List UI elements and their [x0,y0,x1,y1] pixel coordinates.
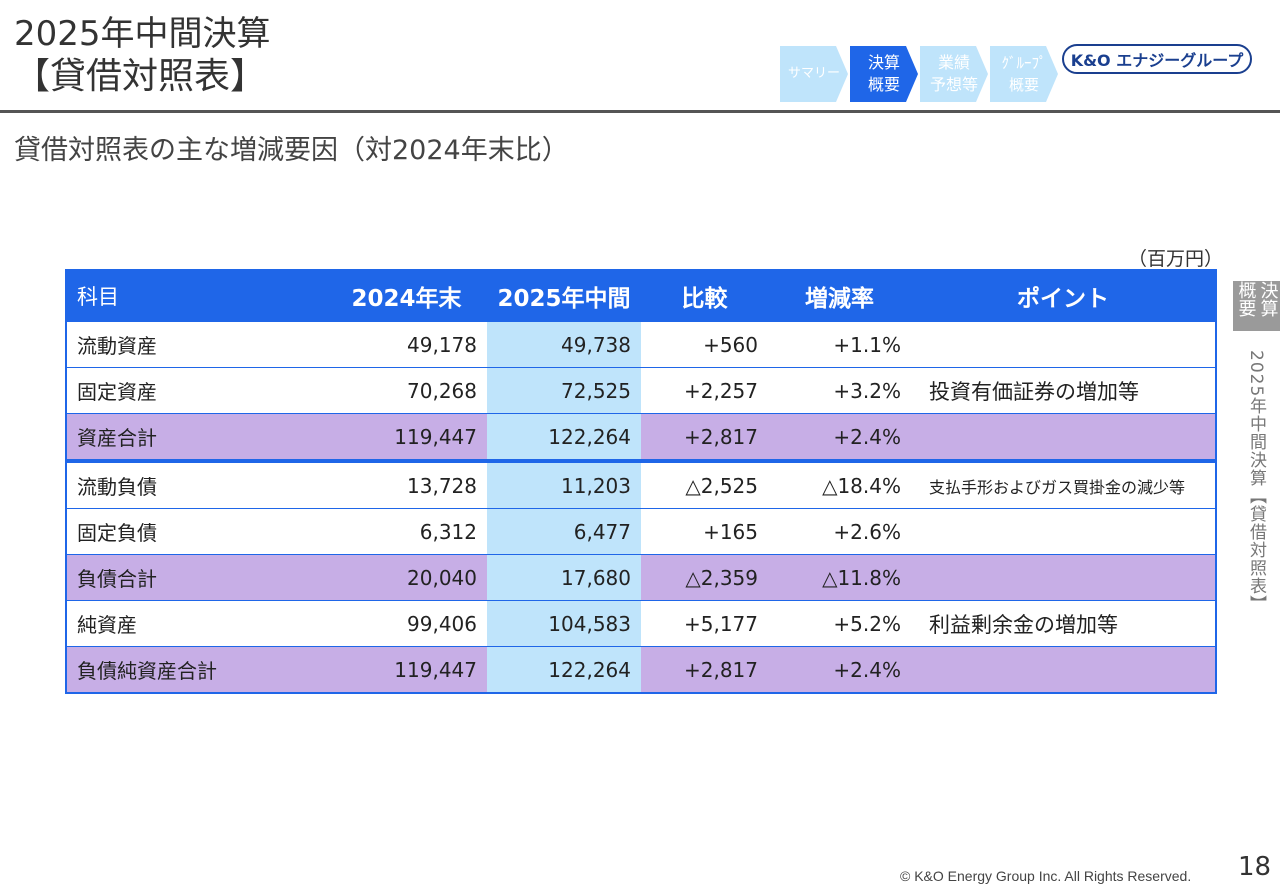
row-rate: +1.1% [768,321,911,368]
row-point [911,413,1216,463]
row-name: 資産合計 [66,413,326,463]
row-rate: +2.6% [768,508,911,555]
row-name: 流動資産 [66,321,326,368]
header-diff: 比較 [641,270,768,322]
table-row-total: 負債合計 20,040 17,680 △2,359 △11.8% [66,554,1216,601]
table-row-total: 負債純資産合計 119,447 122,264 +2,817 +2.4% [66,646,1216,694]
header-point: ポイント [911,270,1216,322]
row-2025: 17,680 [487,554,641,601]
side-section-tab-label: 決算概要 [1235,281,1279,317]
row-name: 負債合計 [66,554,326,601]
row-2024: 20,040 [326,554,487,601]
table-header-row: 科目 2024年末 2025年中間 比較 増減率 ポイント [66,270,1216,322]
row-diff: △2,525 [641,460,768,509]
row-2024: 119,447 [326,646,487,694]
row-point: 利益剰余金の増加等 [911,600,1216,647]
company-logo: K&O エナジーグループ [1062,44,1252,74]
nav-step-results-overview[interactable]: 決算 概要 [850,46,918,102]
side-section-tab[interactable]: 決算概要 [1233,281,1280,331]
row-2024: 119,447 [326,413,487,463]
table-row: 固定資産 70,268 72,525 +2,257 +3.2% 投資有価証券の増… [66,367,1216,414]
nav-step-forecast[interactable]: 業績 予想等 [920,46,988,102]
row-2025: 6,477 [487,508,641,555]
header-rate: 増減率 [768,270,911,322]
header-2024: 2024年末 [326,270,487,322]
row-diff: +2,817 [641,646,768,694]
side-section-title-text: 2025年中間決算【貸借対照表】 [1246,350,1266,614]
row-name: 固定負債 [66,508,326,555]
row-rate: △18.4% [768,460,911,509]
row-diff: +2,817 [641,413,768,463]
row-2025: 104,583 [487,600,641,647]
row-diff: +560 [641,321,768,368]
row-diff: +165 [641,508,768,555]
row-diff: +2,257 [641,367,768,414]
side-section-title: 2025年中間決算【貸借対照表】 [1233,350,1280,613]
row-2025: 11,203 [487,460,641,509]
row-rate: △11.8% [768,554,911,601]
row-point [911,321,1216,368]
row-diff: +5,177 [641,600,768,647]
row-name: 固定資産 [66,367,326,414]
row-point [911,646,1216,694]
row-2024: 70,268 [326,367,487,414]
page-number: 18 [1238,852,1272,882]
row-2025: 122,264 [487,646,641,694]
table-row-total: 資産合計 119,447 122,264 +2,817 +2.4% [66,413,1216,463]
table-row: 流動資産 49,178 49,738 +560 +1.1% [66,321,1216,368]
nav-step-forecast-label: 業績 予想等 [929,53,978,94]
nav-step-results-overview-label: 決算 概要 [867,53,900,94]
table-row: 流動負債 13,728 11,203 △2,525 △18.4% 支払手形および… [66,460,1216,509]
nav-step-summary-label: サマリー [787,66,840,81]
row-2024: 99,406 [326,600,487,647]
table-row: 固定負債 6,312 6,477 +165 +2.6% [66,508,1216,555]
header-2025: 2025年中間 [487,270,641,322]
title-line-1: 2025年中間決算 [14,14,271,54]
row-name: 純資産 [66,600,326,647]
unit-label: （百万円） [1128,248,1224,270]
row-point [911,554,1216,601]
row-name: 負債純資産合計 [66,646,326,694]
row-2024: 49,178 [326,321,487,368]
row-point [911,508,1216,555]
row-2025: 49,738 [487,321,641,368]
row-rate: +3.2% [768,367,911,414]
row-2024: 13,728 [326,460,487,509]
section-subtitle: 貸借対照表の主な増減要因（対2024年末比） [14,135,569,166]
nav-step-group-overview[interactable]: ｸﾞﾙｰﾌﾟ 概要 [990,46,1058,102]
nav-step-group-overview-label: ｸﾞﾙｰﾌﾟ 概要 [1001,54,1047,94]
row-diff: △2,359 [641,554,768,601]
table-row: 純資産 99,406 104,583 +5,177 +5.2% 利益剰余金の増加… [66,600,1216,647]
row-rate: +2.4% [768,646,911,694]
copyright-notice: © K&O Energy Group Inc. All Rights Reser… [900,868,1192,884]
header-divider [0,110,1280,113]
balance-sheet-table: 科目 2024年末 2025年中間 比較 増減率 ポイント 流動資産 49,17… [65,269,1217,694]
row-2025: 72,525 [487,367,641,414]
row-rate: +2.4% [768,413,911,463]
header-item: 科目 [66,270,326,322]
company-logo-text: K&O エナジーグループ [1070,51,1244,70]
row-point: 支払手形およびガス買掛金の減少等 [911,460,1216,509]
row-2025: 122,264 [487,413,641,463]
row-point: 投資有価証券の増加等 [911,367,1216,414]
nav-step-summary[interactable]: サマリー [780,46,848,102]
row-2024: 6,312 [326,508,487,555]
page-title: 2025年中間決算 【貸借対照表】 [14,14,271,100]
row-rate: +5.2% [768,600,911,647]
row-name: 流動負債 [66,460,326,509]
title-line-2: 【貸借対照表】 [14,56,267,97]
